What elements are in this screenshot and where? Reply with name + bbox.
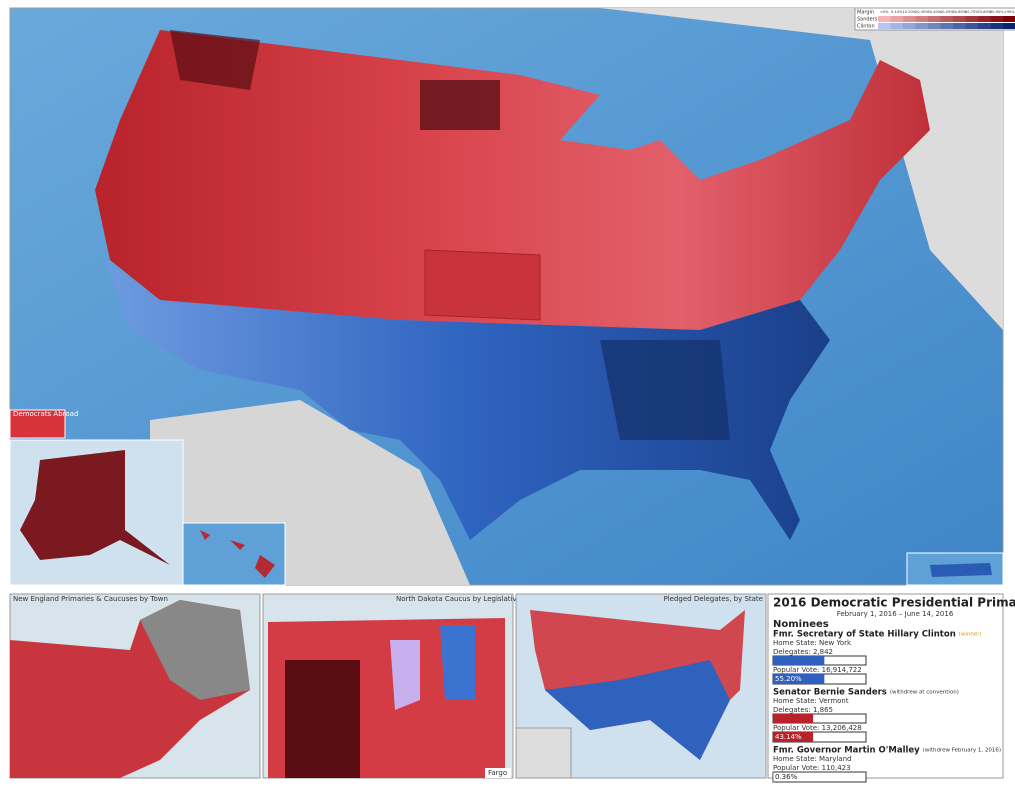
share-bar [773,732,814,742]
inset-title: Pledged Delegates, by State [663,595,763,603]
puerto-rico [930,563,992,577]
legend-bin: 40-50% [940,10,954,14]
popular-vote: Popular Vote: 16,914,722 [773,666,862,674]
legend-swatch [928,23,941,29]
info-panel [767,593,1004,779]
legend-bin: 5-10% [891,10,903,14]
alaska [20,450,170,565]
fargo-box [485,768,511,778]
delegates: Delegates: 2,842 [773,648,833,656]
panel-heading: Nominees [773,619,829,630]
legend-swatch [928,16,941,22]
legend-row: Sanders [857,17,878,23]
legend-bin: 30-40% [928,10,942,14]
dark-blue-region [600,340,730,440]
candidate-name: Senator Bernie Sanders [773,688,887,698]
legend-swatch [978,16,991,22]
panel-title: 2016 Democratic Presidential Primaries [773,596,1015,610]
legend-swatch [978,23,991,29]
legend-swatch [990,16,1003,22]
home-state: Home State: Vermont [773,697,849,705]
share-bar [773,674,825,684]
home-state: Home State: Maryland [773,755,851,763]
legend-swatch [915,23,928,29]
legend-bin: 80-90% [990,10,1004,14]
legend-swatch [1003,23,1015,29]
canada-land [10,8,1003,330]
legend-swatch [1003,16,1015,22]
legend-swatch [965,16,978,22]
legend-bin: <5% [880,10,889,14]
abroad-label: Democrats Abroad [13,410,78,418]
legend-bin: 50-60% [953,10,967,14]
sanders-counties [95,30,930,330]
popular-vote: Popular Vote: 110,423 [773,764,851,772]
legend-swatch [940,23,953,29]
legend-title: Margin [857,10,874,16]
legend-bin: 10-20% [903,10,917,14]
dark-red-region [420,80,500,130]
maine-caucus [140,600,250,700]
candidate-name: Fmr. Governor Martin O'Malley [773,746,920,756]
legend-bin: 20-30% [915,10,929,14]
legend-swatch [965,23,978,29]
legend-swatch [890,16,903,22]
legend-swatch [903,23,916,29]
delegate-fill [773,656,825,665]
clinton-counties [105,260,830,540]
delegate-states-clinton [545,660,730,760]
legend-swatch [878,16,891,22]
legend-row: Clinton [857,24,875,30]
legend-swatch [878,23,891,29]
candidate-note: (winner) [959,632,982,638]
inset-title: New England Primaries & Caucuses by Town [13,595,168,603]
legend-bin: 70-80% [978,10,992,14]
popular-vote: Popular Vote: 13,206,428 [773,724,862,732]
delegates: Delegates: 1,865 [773,706,833,714]
abroad-swatch [9,409,66,439]
legend-swatch [903,16,916,22]
district [390,640,420,710]
inset-title: North Dakota Caucus by Legislative Distr… [396,595,549,603]
share-label: 55.20% [775,675,802,683]
hawaii [200,530,275,578]
hawaii-inset [182,522,286,586]
legend-swatch [915,16,928,22]
dark-district [285,660,360,778]
legend-swatch [940,16,953,22]
legend-swatch [953,16,966,22]
fargo-label: Fargo [488,769,507,777]
dark-red-region [170,30,260,90]
legend-swatch [890,23,903,29]
legend-bin: 60-70% [965,10,979,14]
home-state: Home State: New York [773,639,852,647]
panel-dates: February 1, 2016 – June 14, 2016 [837,610,954,618]
share-label: 0.36% [775,773,798,781]
legend-bin: >90% [1004,10,1015,14]
alaska-mini [515,727,572,779]
candidate-note: (withdrew at convention) [890,690,959,696]
legend-swatch [990,23,1003,29]
delegate-fill [773,714,814,723]
candidate-name: Fmr. Secretary of State Hillary Clinton [773,630,956,640]
legend-swatch [953,23,966,29]
candidate-note: (withdrew February 1, 2016) [923,748,1001,754]
share-label: 43.14% [775,733,802,741]
kansas [424,249,541,321]
district [440,625,475,700]
